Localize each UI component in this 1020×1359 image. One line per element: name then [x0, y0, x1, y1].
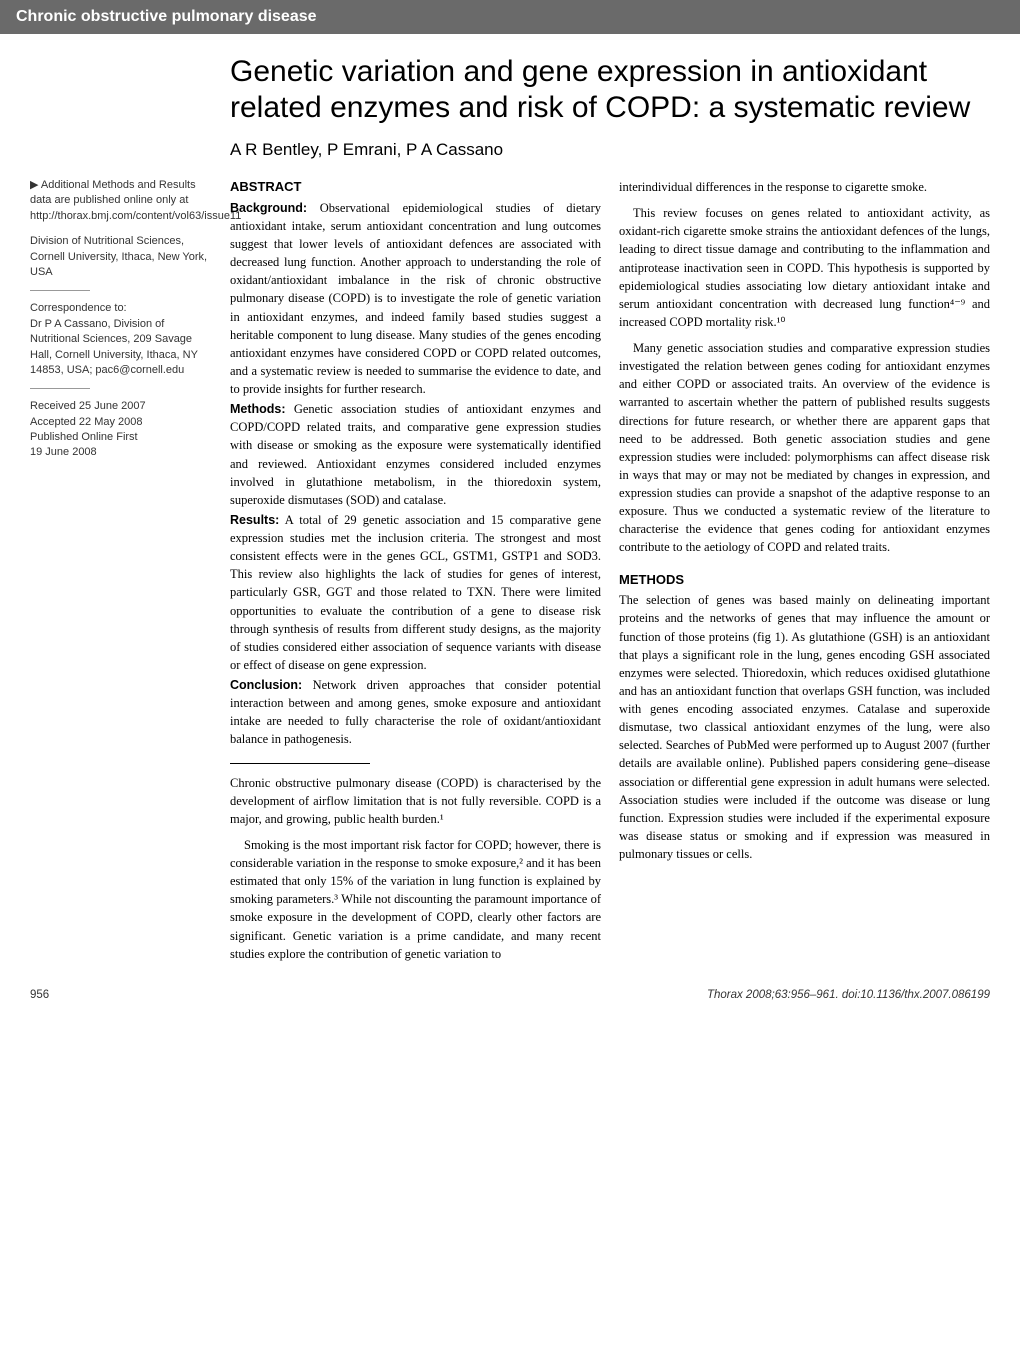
- col2-p3: Many genetic association studies and com…: [619, 339, 990, 557]
- column-left: ABSTRACT Background: Observational epide…: [230, 178, 601, 971]
- abstract-heading: ABSTRACT: [230, 178, 601, 197]
- section-header-bar: Chronic obstructive pulmonary disease: [0, 0, 1020, 34]
- conclusion-label: Conclusion:: [230, 678, 302, 692]
- citation: Thorax 2008;63:956–961. doi:10.1136/thx.…: [707, 989, 990, 1001]
- title-block: Genetic variation and gene expression in…: [230, 54, 990, 160]
- page-content: Genetic variation and gene expression in…: [0, 34, 1020, 981]
- abstract-background: Background: Observational epidemiologica…: [230, 199, 601, 398]
- column-right: interindividual differences in the respo…: [619, 178, 990, 971]
- col2-p2: This review focuses on genes related to …: [619, 204, 990, 331]
- methods-paragraph: The selection of genes was based mainly …: [619, 591, 990, 863]
- abstract-results: Results: A total of 29 genetic associati…: [230, 511, 601, 674]
- page-footer: 956 Thorax 2008;63:956–961. doi:10.1136/…: [0, 981, 1020, 1009]
- intro-p1: Chronic obstructive pulmonary disease (C…: [230, 774, 601, 828]
- background-label: Background:: [230, 201, 307, 215]
- article-title: Genetic variation and gene expression in…: [230, 54, 990, 126]
- sidebar-divider: [30, 290, 90, 291]
- abstract-separator: [230, 763, 370, 764]
- sidebar-divider: [30, 388, 90, 389]
- dates: Received 25 June 2007 Accepted 22 May 20…: [30, 399, 212, 461]
- abstract-conclusion: Conclusion: Network driven approaches th…: [230, 676, 601, 749]
- three-column-layout: ▶ Additional Methods and Results data ar…: [30, 178, 990, 971]
- col2-p1: interindividual differences in the respo…: [619, 178, 990, 196]
- supplement-note: ▶ Additional Methods and Results data ar…: [30, 178, 212, 224]
- citation-text: Thorax 2008;63:956–961. doi:10.1136/thx.…: [707, 989, 990, 1001]
- intro-p2: Smoking is the most important risk facto…: [230, 836, 601, 963]
- abstract-body: Background: Observational epidemiologica…: [230, 199, 601, 749]
- page-number: 956: [30, 989, 49, 1001]
- main-columns: ABSTRACT Background: Observational epide…: [230, 178, 990, 971]
- abstract-methods: Methods: Genetic association studies of …: [230, 400, 601, 509]
- affiliation: Division of Nutritional Sciences, Cornel…: [30, 234, 212, 280]
- authors-line: A R Bentley, P Emrani, P A Cassano: [230, 140, 990, 160]
- results-text: A total of 29 genetic association and 15…: [230, 513, 601, 672]
- sidebar: ▶ Additional Methods and Results data ar…: [30, 178, 212, 971]
- section-label: Chronic obstructive pulmonary disease: [16, 8, 317, 25]
- methods-heading: METHODS: [619, 571, 990, 590]
- results-label: Results:: [230, 513, 279, 527]
- correspondence: Correspondence to: Dr P A Cassano, Divis…: [30, 301, 212, 378]
- background-text: Observational epidemiological studies of…: [230, 201, 601, 396]
- methods-text: Genetic association studies of antioxida…: [230, 402, 601, 507]
- methods-label: Methods:: [230, 402, 286, 416]
